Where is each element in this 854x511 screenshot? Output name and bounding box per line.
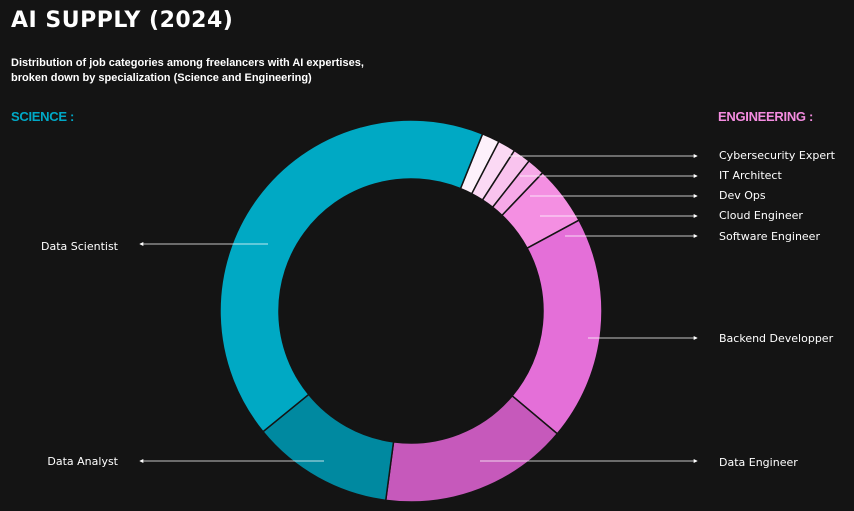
slice-label: Data Analyst <box>47 455 118 468</box>
slice-data-scientist <box>219 119 484 433</box>
slice-label: Cloud Engineer <box>719 209 803 222</box>
slice-backend-developper <box>511 219 603 435</box>
science-group-label: SCIENCE : <box>11 109 75 124</box>
slice-label: Backend Developper <box>719 332 834 345</box>
slice-label: Software Engineer <box>719 230 820 243</box>
slice-label: Data Scientist <box>41 240 119 253</box>
slice-label: IT Architect <box>719 169 782 182</box>
chart-title: AI SUPPLY (2024) <box>11 8 234 33</box>
engineering-group-label: ENGINEERING : <box>718 109 814 124</box>
donut-slices <box>219 119 603 503</box>
slice-label: Cybersecurity Expert <box>719 149 836 162</box>
slice-label: Dev Ops <box>719 189 766 202</box>
slice-annotations: Cybersecurity Expert IT Architect Dev Ops C… <box>41 149 836 469</box>
slice-label: Data Engineer <box>719 456 798 469</box>
slice-data-engineer <box>384 394 559 503</box>
chart-subtitle: Distribution of job categories among fre… <box>11 57 364 84</box>
